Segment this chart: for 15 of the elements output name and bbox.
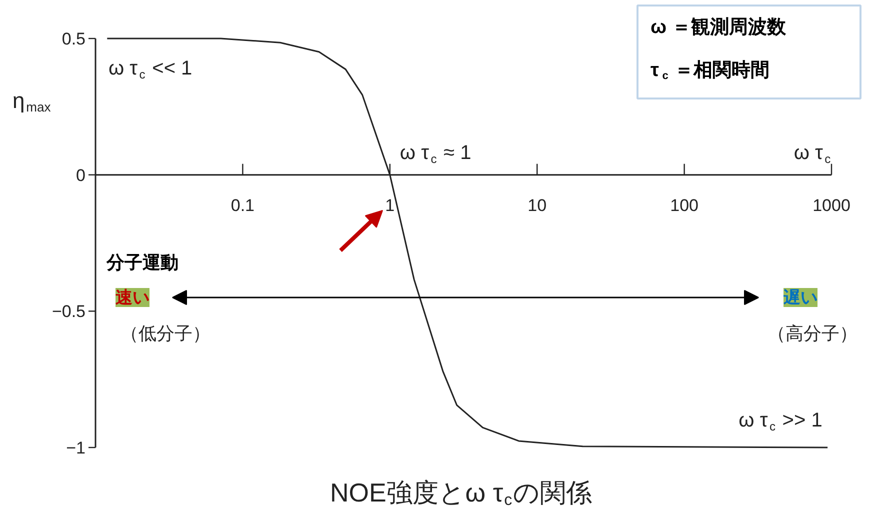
text: ω ＝観測周波数 [650,16,787,38]
annotation: （高分子） [768,324,858,344]
x-tick-label: 10 [528,196,547,215]
y-tick-label: 0.5 [62,30,86,48]
x-tick-label: 0.1 [230,196,255,215]
y-tick-label: −1 [66,438,86,458]
x-tick-label: 100 [670,196,698,215]
y-tick-label: 0 [76,166,86,185]
annotation: 分子運動 [106,252,178,272]
x-tick-label: 1000 [812,196,850,215]
annotation: 遅い [782,288,818,307]
annotation: （低分子） [120,324,210,344]
annotation: 速い [116,288,150,307]
x-tick-label: 1 [385,196,395,215]
y-tick-label: −0.5 [52,302,86,322]
